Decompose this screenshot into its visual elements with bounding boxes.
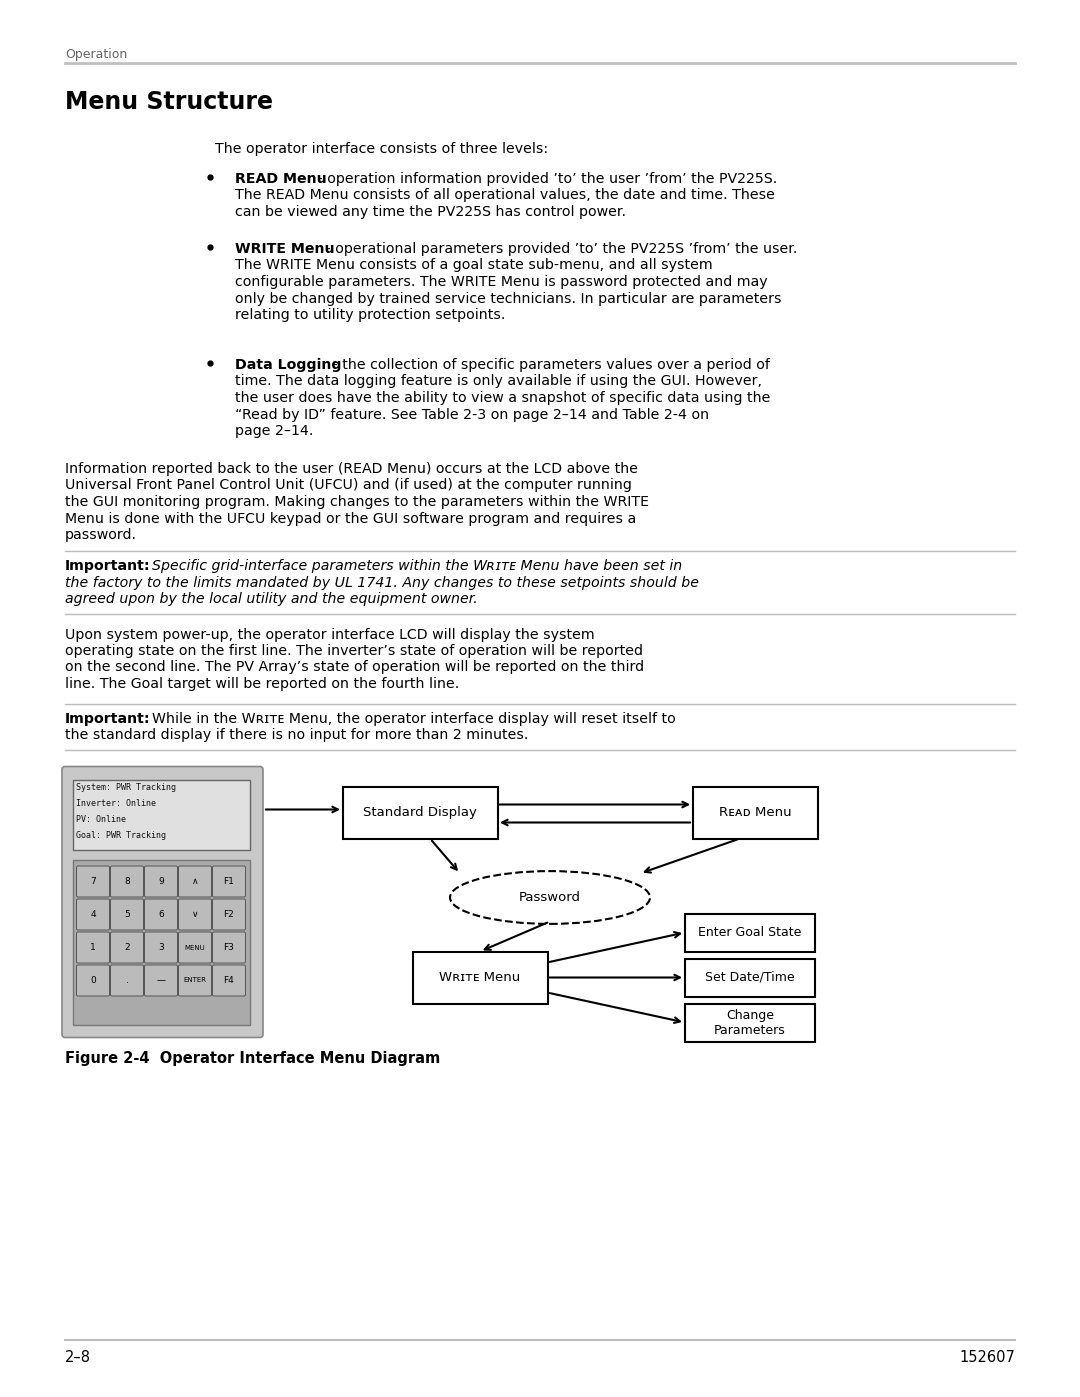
Text: Information reported back to the user (READ Menu) occurs at the LCD above the: Information reported back to the user (R… — [65, 462, 638, 476]
FancyBboxPatch shape — [62, 767, 264, 1038]
Text: Operation: Operation — [65, 47, 127, 61]
FancyBboxPatch shape — [213, 965, 245, 996]
Text: 5: 5 — [124, 909, 130, 919]
FancyBboxPatch shape — [178, 932, 212, 963]
Text: WRITE Menu: WRITE Menu — [235, 242, 335, 256]
Text: time. The data logging feature is only available if using the GUI. However,: time. The data logging feature is only a… — [235, 374, 762, 388]
Text: Important:: Important: — [65, 559, 150, 573]
FancyBboxPatch shape — [77, 932, 109, 963]
Text: page 2–14.: page 2–14. — [235, 425, 313, 439]
Text: Important:: Important: — [65, 711, 150, 725]
FancyBboxPatch shape — [145, 965, 177, 996]
Text: Standard Display: Standard Display — [363, 806, 477, 819]
FancyBboxPatch shape — [110, 866, 144, 897]
FancyBboxPatch shape — [178, 866, 212, 897]
Text: PV: Online: PV: Online — [76, 816, 126, 824]
FancyBboxPatch shape — [178, 965, 212, 996]
Text: 1: 1 — [90, 943, 96, 951]
Text: password.: password. — [65, 528, 137, 542]
Text: the user does have the ability to view a snapshot of specific data using the: the user does have the ability to view a… — [235, 391, 770, 405]
Text: Menu is done with the UFCU keypad or the GUI software program and requires a: Menu is done with the UFCU keypad or the… — [65, 511, 636, 525]
Text: ∧: ∧ — [191, 877, 199, 886]
Bar — [685, 914, 815, 951]
FancyBboxPatch shape — [110, 965, 144, 996]
Text: F4: F4 — [224, 977, 234, 985]
Bar — [73, 859, 249, 1024]
Text: .: . — [125, 977, 129, 985]
Text: Wʀɪᴛᴇ Menu: Wʀɪᴛᴇ Menu — [440, 971, 521, 983]
Text: the GUI monitoring program. Making changes to the parameters within the WRITE: the GUI monitoring program. Making chang… — [65, 495, 649, 509]
Text: line. The Goal target will be reported on the fourth line.: line. The Goal target will be reported o… — [65, 678, 459, 692]
Text: Upon system power-up, the operator interface LCD will display the system: Upon system power-up, the operator inter… — [65, 627, 595, 641]
Text: 3: 3 — [158, 943, 164, 951]
Bar — [413, 951, 548, 1003]
Text: The READ Menu consists of all operational values, the date and time. These: The READ Menu consists of all operationa… — [235, 189, 774, 203]
Text: While in the Wʀɪᴛᴇ Menu, the operator interface display will reset itself to: While in the Wʀɪᴛᴇ Menu, the operator in… — [143, 711, 676, 725]
Text: 4: 4 — [91, 909, 96, 919]
FancyBboxPatch shape — [178, 900, 212, 930]
FancyBboxPatch shape — [77, 866, 109, 897]
Text: The WRITE Menu consists of a goal state sub-menu, and all system: The WRITE Menu consists of a goal state … — [235, 258, 713, 272]
Text: - operational parameters provided ’to’ the PV225S ’from’ the user.: - operational parameters provided ’to’ t… — [321, 242, 797, 256]
FancyBboxPatch shape — [213, 932, 245, 963]
FancyBboxPatch shape — [77, 965, 109, 996]
Bar — [73, 780, 249, 849]
Text: 0: 0 — [90, 977, 96, 985]
Text: ENTER: ENTER — [184, 978, 206, 983]
Text: 7: 7 — [90, 877, 96, 886]
FancyBboxPatch shape — [145, 900, 177, 930]
Text: 2: 2 — [124, 943, 130, 951]
Text: 6: 6 — [158, 909, 164, 919]
FancyBboxPatch shape — [213, 866, 245, 897]
Text: agreed upon by the local utility and the equipment owner.: agreed upon by the local utility and the… — [65, 592, 477, 606]
Text: Goal: PWR Tracking: Goal: PWR Tracking — [76, 831, 166, 841]
Bar — [685, 1003, 815, 1042]
Text: 9: 9 — [158, 877, 164, 886]
FancyBboxPatch shape — [110, 900, 144, 930]
FancyBboxPatch shape — [77, 900, 109, 930]
Text: the standard display if there is no input for more than 2 minutes.: the standard display if there is no inpu… — [65, 728, 528, 742]
Text: 2–8: 2–8 — [65, 1350, 91, 1365]
Text: - operation information provided ’to’ the user ’from’ the PV225S.: - operation information provided ’to’ th… — [313, 172, 778, 186]
Text: can be viewed any time the PV225S has control power.: can be viewed any time the PV225S has co… — [235, 205, 626, 219]
Text: operating state on the first line. The inverter’s state of operation will be rep: operating state on the first line. The i… — [65, 644, 643, 658]
Text: F3: F3 — [224, 943, 234, 951]
Text: Menu Structure: Menu Structure — [65, 89, 273, 115]
Text: Specific grid-interface parameters within the Wʀɪᴛᴇ Menu have been set in: Specific grid-interface parameters withi… — [143, 559, 683, 573]
Text: configurable parameters. The WRITE Menu is password protected and may: configurable parameters. The WRITE Menu … — [235, 275, 768, 289]
Bar — [342, 787, 498, 838]
FancyBboxPatch shape — [145, 866, 177, 897]
Text: Rᴇᴀᴅ Menu: Rᴇᴀᴅ Menu — [718, 806, 792, 819]
Text: relating to utility protection setpoints.: relating to utility protection setpoints… — [235, 307, 505, 321]
FancyBboxPatch shape — [110, 932, 144, 963]
Text: Change
Parameters: Change Parameters — [714, 1009, 786, 1037]
Text: —: — — [157, 977, 165, 985]
Text: The operator interface consists of three levels:: The operator interface consists of three… — [215, 142, 549, 156]
Bar — [685, 958, 815, 996]
Text: Enter Goal State: Enter Goal State — [699, 926, 801, 939]
Text: 152607: 152607 — [959, 1350, 1015, 1365]
Text: Set Date/Time: Set Date/Time — [705, 971, 795, 983]
Text: the factory to the limits mandated by UL 1741. Any changes to these setpoints sh: the factory to the limits mandated by UL… — [65, 576, 699, 590]
Ellipse shape — [450, 872, 650, 923]
Text: 8: 8 — [124, 877, 130, 886]
FancyBboxPatch shape — [213, 900, 245, 930]
Text: MENU: MENU — [185, 944, 205, 950]
Text: on the second line. The PV Array’s state of operation will be reported on the th: on the second line. The PV Array’s state… — [65, 661, 644, 675]
Text: ∨: ∨ — [191, 909, 199, 919]
Text: System: PWR Tracking: System: PWR Tracking — [76, 784, 176, 792]
Text: Password: Password — [519, 891, 581, 904]
Text: Data Logging: Data Logging — [235, 358, 341, 372]
Text: “Read by ID” feature. See Table 2-3 on page 2–14 and Table 2-4 on: “Read by ID” feature. See Table 2-3 on p… — [235, 408, 710, 422]
Text: F2: F2 — [224, 909, 234, 919]
Text: Inverter: Online: Inverter: Online — [76, 799, 156, 809]
Text: - the collection of specific parameters values over a period of: - the collection of specific parameters … — [328, 358, 770, 372]
Text: only be changed by trained service technicians. In particular are parameters: only be changed by trained service techn… — [235, 292, 782, 306]
Text: Figure 2-4  Operator Interface Menu Diagram: Figure 2-4 Operator Interface Menu Diagr… — [65, 1051, 441, 1066]
Text: READ Menu: READ Menu — [235, 172, 327, 186]
Text: F1: F1 — [224, 877, 234, 886]
Bar — [692, 787, 818, 838]
Text: Universal Front Panel Control Unit (UFCU) and (if used) at the computer running: Universal Front Panel Control Unit (UFCU… — [65, 479, 632, 493]
FancyBboxPatch shape — [145, 932, 177, 963]
